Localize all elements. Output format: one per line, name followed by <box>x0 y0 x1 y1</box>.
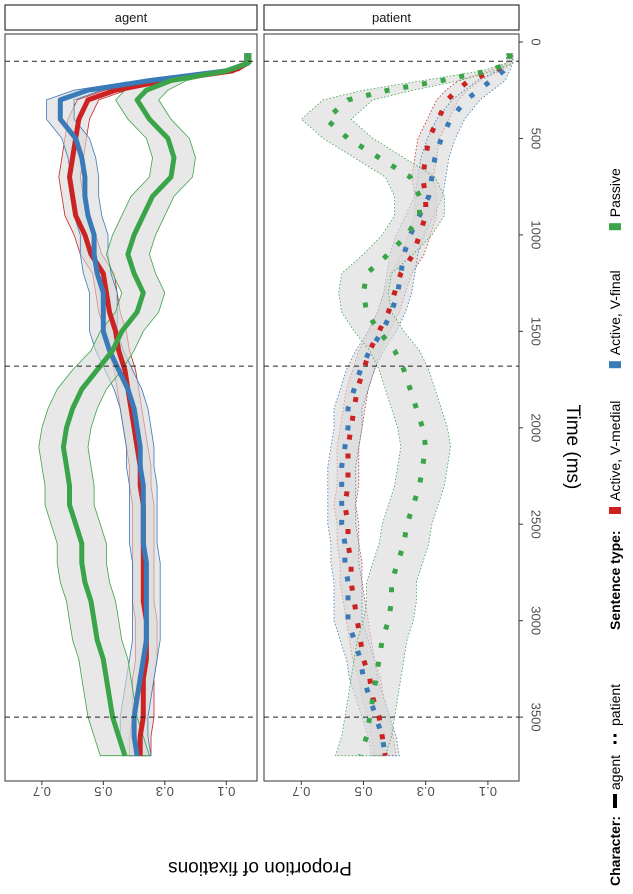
legend-character-item: agent <box>607 755 623 790</box>
legend: Character: agent patient Sentence type: Acti… <box>607 168 623 886</box>
y-tick-label: 0.1 <box>217 784 235 799</box>
series-line-active-v-final <box>57 53 251 757</box>
y-tick-label: 0.3 <box>417 784 435 799</box>
legend-color-swatch <box>609 223 621 231</box>
y-tick-label: 0.1 <box>479 784 497 799</box>
series-line-passive <box>60 53 251 757</box>
legend-character-title: Character: <box>607 816 623 886</box>
panel-border <box>4 33 258 782</box>
legend-character-item: patient <box>607 684 623 726</box>
panel-strip-label: agent <box>115 10 148 25</box>
panel-strip-label: patient <box>372 10 411 25</box>
panel-border <box>263 33 520 782</box>
y-tick-label: 0.7 <box>292 784 310 799</box>
legend-sentence-title: Sentence type: <box>607 530 623 630</box>
x-axis-label: Time (ms) <box>562 405 583 490</box>
y-tick-label: 0.5 <box>94 784 112 799</box>
y-tick-label: 0.5 <box>354 784 372 799</box>
panel-agent: agent <box>4 4 258 782</box>
x-tick-label: 2500 <box>529 510 544 539</box>
x-tick-label: 1000 <box>529 220 544 249</box>
panel-strip <box>263 4 520 31</box>
axes-layer: 0.1 0.3 0.5 0.7 0.1 0.3 0.5 0.7 0 500 1000 1500 2000… <box>33 38 544 799</box>
series-line-active-v-medial <box>342 53 513 757</box>
legend-color-swatch <box>609 361 621 369</box>
ci-ribbon-active-v-final <box>46 53 252 757</box>
x-tick-label: 3000 <box>529 606 544 635</box>
legend-sentence-item: Active, V-final <box>607 270 623 355</box>
ci-ribbon-passive <box>300 53 514 757</box>
x-tick-label: 3500 <box>529 703 544 732</box>
x-tick-label: 1500 <box>529 317 544 346</box>
panels-layer: agent patient <box>4 4 520 782</box>
y-tick-label: 0.7 <box>33 784 51 799</box>
x-tick-label: 500 <box>529 128 544 150</box>
x-tick-label: 2000 <box>529 413 544 442</box>
y-axis-label: Proportion of fixations <box>168 857 352 878</box>
y-tick-label: 0.3 <box>156 784 174 799</box>
legend-sentence-item: Passive <box>607 168 623 217</box>
panel-patient: patient <box>263 4 520 782</box>
legend-color-swatch <box>609 507 621 514</box>
ci-ribbon-passive <box>38 53 252 757</box>
legend-sentence-item: Active, V-medial <box>607 401 623 501</box>
x-tick-label: 0 <box>529 38 544 45</box>
panel-strip <box>4 4 258 31</box>
